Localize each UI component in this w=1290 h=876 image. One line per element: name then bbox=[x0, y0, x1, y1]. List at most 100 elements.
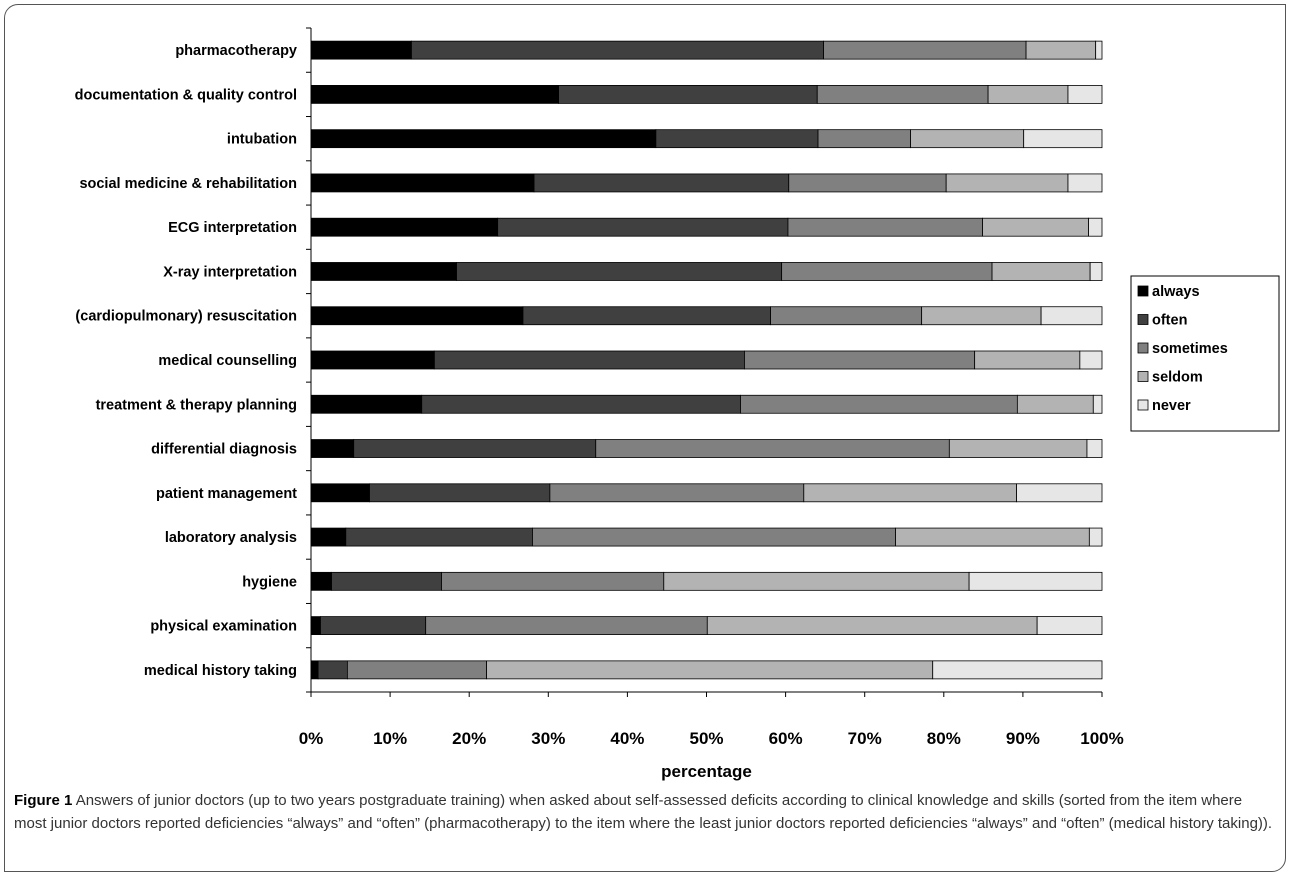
x-tick-label: 70% bbox=[848, 729, 882, 748]
bar-segment-never bbox=[1086, 439, 1103, 458]
bar-segment-never bbox=[1089, 262, 1103, 281]
legend-label-seldom: seldom bbox=[1152, 370, 1203, 386]
bar-segment-sometimes bbox=[595, 439, 950, 458]
bar-segment-sometimes bbox=[787, 217, 983, 237]
bar-segment-seldom bbox=[921, 306, 1042, 326]
x-tick-label: 100% bbox=[1080, 729, 1123, 748]
bar-segment-often bbox=[317, 660, 348, 680]
bar-segment-often bbox=[421, 394, 741, 414]
bar-segment-sometimes bbox=[816, 85, 989, 104]
legend-swatch-always bbox=[1137, 285, 1149, 297]
bar-segment-never bbox=[932, 660, 1103, 680]
bar-segment-often bbox=[497, 217, 789, 237]
bar-segment-always bbox=[310, 129, 657, 149]
category-label: medical history taking bbox=[144, 663, 297, 679]
x-tick-label: 90% bbox=[1006, 729, 1040, 748]
bar-segment-often bbox=[320, 616, 427, 635]
bar-segment-never bbox=[1040, 306, 1103, 326]
bar-segment-sometimes bbox=[781, 262, 993, 281]
legend-label-always: always bbox=[1152, 284, 1200, 300]
bar-segment-sometimes bbox=[532, 527, 896, 547]
bar-segment-often bbox=[433, 350, 745, 370]
bar-segment-always bbox=[310, 217, 499, 237]
category-label: patient management bbox=[156, 486, 297, 502]
x-tick-label: 20% bbox=[452, 729, 486, 748]
category-label: (cardiopulmonary) resuscitation bbox=[75, 309, 297, 325]
bar-segment-often bbox=[456, 262, 783, 281]
bar-segment-never bbox=[1088, 217, 1103, 237]
bar-segment-always bbox=[310, 350, 435, 370]
category-label: laboratory analysis bbox=[165, 530, 297, 546]
bar-segment-seldom bbox=[974, 350, 1081, 370]
legend-label-often: often bbox=[1152, 313, 1187, 329]
category-label: intubation bbox=[227, 132, 297, 148]
category-label: differential diagnosis bbox=[151, 442, 297, 458]
category-label: ECG interpretation bbox=[168, 220, 297, 236]
bar-segment-often bbox=[655, 129, 819, 149]
bar-segment-sometimes bbox=[817, 129, 911, 149]
legend: always often sometimes seldom never bbox=[1130, 275, 1280, 432]
x-tick-label: 40% bbox=[610, 729, 644, 748]
bar-segment-seldom bbox=[1025, 40, 1097, 60]
x-tick-label: 80% bbox=[927, 729, 961, 748]
category-label: documentation & quality control bbox=[75, 87, 297, 103]
bar-segment-often bbox=[345, 527, 533, 547]
bar-segment-sometimes bbox=[346, 660, 488, 680]
bar-segment-sometimes bbox=[788, 173, 947, 193]
bar-segment-seldom bbox=[987, 85, 1069, 104]
bar-segment-always bbox=[310, 527, 347, 547]
bar-segment-never bbox=[1036, 616, 1103, 635]
bar-segment-seldom bbox=[803, 483, 1017, 503]
bar-segment-never bbox=[1016, 483, 1103, 503]
bar-segment-always bbox=[310, 439, 355, 458]
bar-segment-seldom bbox=[1016, 394, 1094, 414]
bar-segment-often bbox=[331, 571, 442, 591]
bar-segment-never bbox=[968, 571, 1103, 591]
legend-swatch-seldom bbox=[1137, 371, 1149, 382]
bar-segment-never bbox=[1023, 129, 1103, 149]
bar-segment-seldom bbox=[706, 616, 1038, 635]
bar-segment-always bbox=[310, 571, 332, 591]
bar-segment-never bbox=[1095, 40, 1103, 60]
x-tick-label: 10% bbox=[373, 729, 407, 748]
bar-segment-seldom bbox=[948, 439, 1088, 458]
category-label: X-ray interpretation bbox=[163, 264, 297, 280]
legend-label-never: never bbox=[1152, 398, 1191, 414]
category-label: medical counselling bbox=[158, 353, 297, 369]
category-label: treatment & therapy planning bbox=[96, 397, 297, 413]
figure-caption: Figure 1 Answers of junior doctors (up t… bbox=[14, 790, 1276, 835]
bar-segment-always bbox=[310, 394, 423, 414]
bar-segment-sometimes bbox=[744, 350, 976, 370]
bar-segment-seldom bbox=[910, 129, 1025, 149]
x-tick-label: 0% bbox=[299, 729, 324, 748]
bar-segment-always bbox=[310, 660, 319, 680]
legend-swatch-never bbox=[1137, 399, 1149, 411]
bar-segment-sometimes bbox=[740, 394, 1018, 414]
figure-caption-text: Answers of junior doctors (up to two yea… bbox=[14, 792, 1273, 832]
bar-segment-seldom bbox=[991, 262, 1091, 281]
bar-segment-always bbox=[310, 40, 412, 60]
stacked-bar-chart: pharmacotherapy documentation & quality c… bbox=[75, 27, 1280, 781]
bar-segment-often bbox=[558, 85, 818, 104]
x-axis-title: percentage bbox=[661, 762, 752, 781]
legend-swatch-sometimes bbox=[1137, 342, 1149, 354]
bar-segment-always bbox=[310, 483, 370, 503]
bar-segment-seldom bbox=[982, 217, 1089, 237]
bar-segment-never bbox=[1088, 527, 1103, 547]
bar-segment-never bbox=[1079, 350, 1103, 370]
bar-segment-often bbox=[369, 483, 551, 503]
legend-box bbox=[1130, 275, 1280, 432]
bar-segment-never bbox=[1067, 85, 1103, 104]
bar-segment-seldom bbox=[945, 173, 1069, 193]
category-label: physical examination bbox=[150, 619, 297, 635]
x-tick-label: 30% bbox=[531, 729, 565, 748]
bar-segment-sometimes bbox=[441, 571, 665, 591]
bar-segment-sometimes bbox=[549, 483, 805, 503]
bar-segment-always bbox=[310, 85, 559, 104]
bar-segment-always bbox=[310, 262, 457, 281]
category-label: hygiene bbox=[242, 574, 297, 590]
x-tick-label: 60% bbox=[769, 729, 803, 748]
legend-swatch-often bbox=[1137, 314, 1149, 325]
bar-segment-often bbox=[353, 439, 597, 458]
figure-label: Figure 1 bbox=[14, 792, 73, 809]
